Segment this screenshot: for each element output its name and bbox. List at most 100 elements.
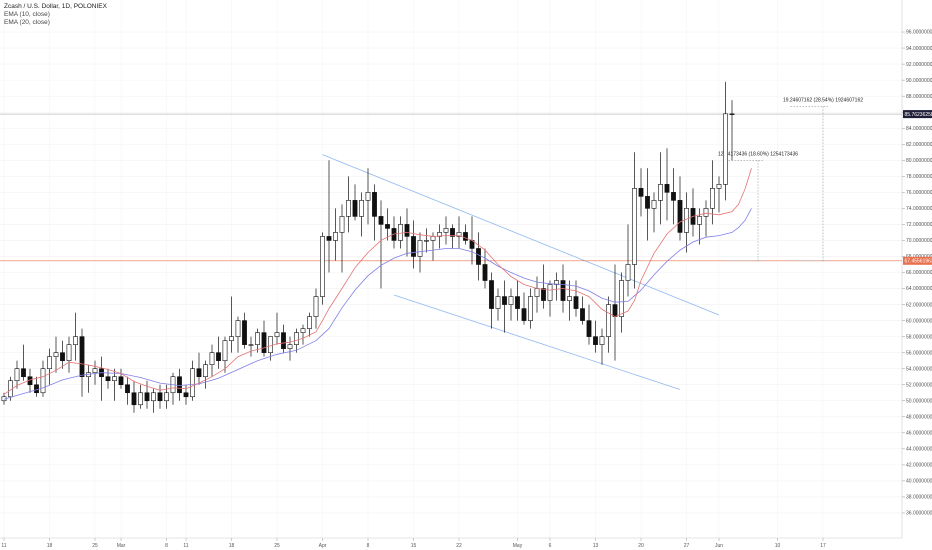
- y-tick-label: 94.00000000: [906, 46, 932, 52]
- price-tags: 85.76236258 67.45561963: [903, 110, 932, 265]
- candle-up: [424, 240, 429, 242]
- candle-up: [508, 296, 514, 305]
- y-tick-label: 42.00000000: [906, 463, 932, 469]
- candle-down: [515, 296, 520, 309]
- candle-up: [658, 184, 663, 201]
- candle-down: [131, 392, 137, 406]
- candle-down: [404, 224, 410, 237]
- candle-down: [586, 320, 592, 337]
- x-tick-label: 11: [183, 543, 188, 549]
- current-price-tag-bg: [903, 110, 932, 119]
- x-tick-label: 25: [92, 543, 98, 549]
- candle-up: [307, 316, 312, 329]
- candle-up: [359, 200, 364, 217]
- candle-up: [151, 392, 156, 402]
- candle-down: [489, 280, 494, 309]
- candle-down: [502, 296, 507, 305]
- candle-up: [495, 296, 501, 309]
- candle-down: [79, 336, 85, 378]
- ema20-legend[interactable]: EMA (20, close): [4, 19, 50, 27]
- candle-up: [222, 340, 228, 361]
- time-axis[interactable]: 11 18 25 Mar 8 11 18 25 Apr 8 15 22 May 6 13 20 27 Jun 10 1…: [1, 538, 826, 549]
- descending-channel: [322, 154, 720, 390]
- candle-down: [118, 376, 124, 386]
- candle-up: [40, 368, 46, 394]
- x-tick-label: 11: [1, 543, 6, 549]
- candle-up: [53, 352, 59, 357]
- candle-up: [203, 364, 208, 378]
- y-tick-label: 60.00000000: [906, 318, 932, 324]
- candle-down: [677, 200, 683, 233]
- candle-up: [554, 280, 559, 285]
- candle-up: [697, 216, 702, 225]
- candle-up: [632, 188, 637, 265]
- candle-up: [300, 328, 306, 333]
- ema10-line: [3, 168, 752, 395]
- candle-up: [346, 200, 351, 217]
- y-tick-label: 88.00000000: [906, 94, 932, 100]
- candle-up: [723, 113, 728, 185]
- price-axis[interactable]: 36.00000000 38.00000000 40.00000000 42.0000…: [902, 30, 932, 517]
- y-tick-label: 82.00000000: [906, 142, 932, 148]
- candle-down: [463, 232, 468, 241]
- x-tick-label: Mar: [117, 543, 126, 549]
- candle-down: [216, 352, 221, 361]
- candle-down: [352, 200, 358, 217]
- y-tick-label: 78.00000000: [906, 174, 932, 180]
- candle-up: [606, 304, 611, 337]
- candle-down: [196, 368, 202, 378]
- x-tick-label: 10: [775, 543, 781, 549]
- candle-up: [417, 240, 423, 257]
- candle-up: [528, 296, 533, 321]
- price-range-measures: 12.54173436 (18.60%) 1254173436 19.246071…: [718, 98, 863, 262]
- x-tick-label: 17: [820, 543, 826, 549]
- candle-up: [190, 368, 195, 398]
- candle-up: [255, 332, 260, 345]
- y-tick-label: 90.00000000: [906, 78, 932, 84]
- candle-up: [651, 200, 657, 209]
- candle-up: [716, 184, 722, 189]
- y-tick-label: 44.00000000: [906, 447, 932, 453]
- candle-up: [320, 236, 325, 297]
- candle-up: [547, 284, 553, 301]
- y-tick-label: 50.00000000: [906, 398, 932, 404]
- candle-down: [21, 368, 26, 378]
- candle-up: [534, 288, 540, 297]
- candle-down: [638, 188, 644, 197]
- candle-up: [164, 392, 169, 402]
- candle-up: [73, 336, 78, 345]
- candle-up: [112, 376, 117, 382]
- candle-down: [450, 228, 455, 237]
- candle-up: [268, 336, 273, 353]
- ema10-legend[interactable]: EMA (10, close): [4, 11, 50, 19]
- candle-up: [209, 352, 215, 365]
- price-grid: [0, 31, 902, 514]
- candle-up: [138, 392, 143, 406]
- x-tick-label: 18: [47, 543, 53, 549]
- candle-down: [281, 332, 286, 349]
- candle-up: [456, 232, 462, 237]
- candle-up: [398, 224, 403, 241]
- x-tick-label: 18: [229, 543, 235, 549]
- x-tick-label: Jun: [715, 543, 723, 549]
- candle-down: [385, 224, 390, 229]
- y-tick-label: 36.00000000: [906, 511, 932, 517]
- candle-down: [372, 192, 377, 217]
- y-tick-label: 52.00000000: [906, 382, 932, 388]
- candle-down: [157, 392, 163, 402]
- candle-down: [242, 320, 247, 345]
- candle-down: [482, 264, 488, 281]
- candle-down: [521, 308, 527, 321]
- candle-down: [183, 392, 189, 398]
- candle-up: [287, 344, 293, 349]
- candle-up: [710, 188, 715, 209]
- candle-down: [664, 184, 670, 193]
- candle-up: [430, 236, 436, 241]
- symbol-title[interactable]: Zcash / U.S. Dollar, 1D, POLONIEX: [4, 3, 107, 10]
- measure-label: 12.54173436 (18.60%) 1254173436: [718, 151, 798, 157]
- candle-up: [333, 232, 338, 241]
- measure-label: 19.24607162 (28.54%) 1924607162: [783, 98, 863, 104]
- y-tick-label: 74.00000000: [906, 206, 932, 212]
- y-tick-label: 56.00000000: [906, 350, 932, 356]
